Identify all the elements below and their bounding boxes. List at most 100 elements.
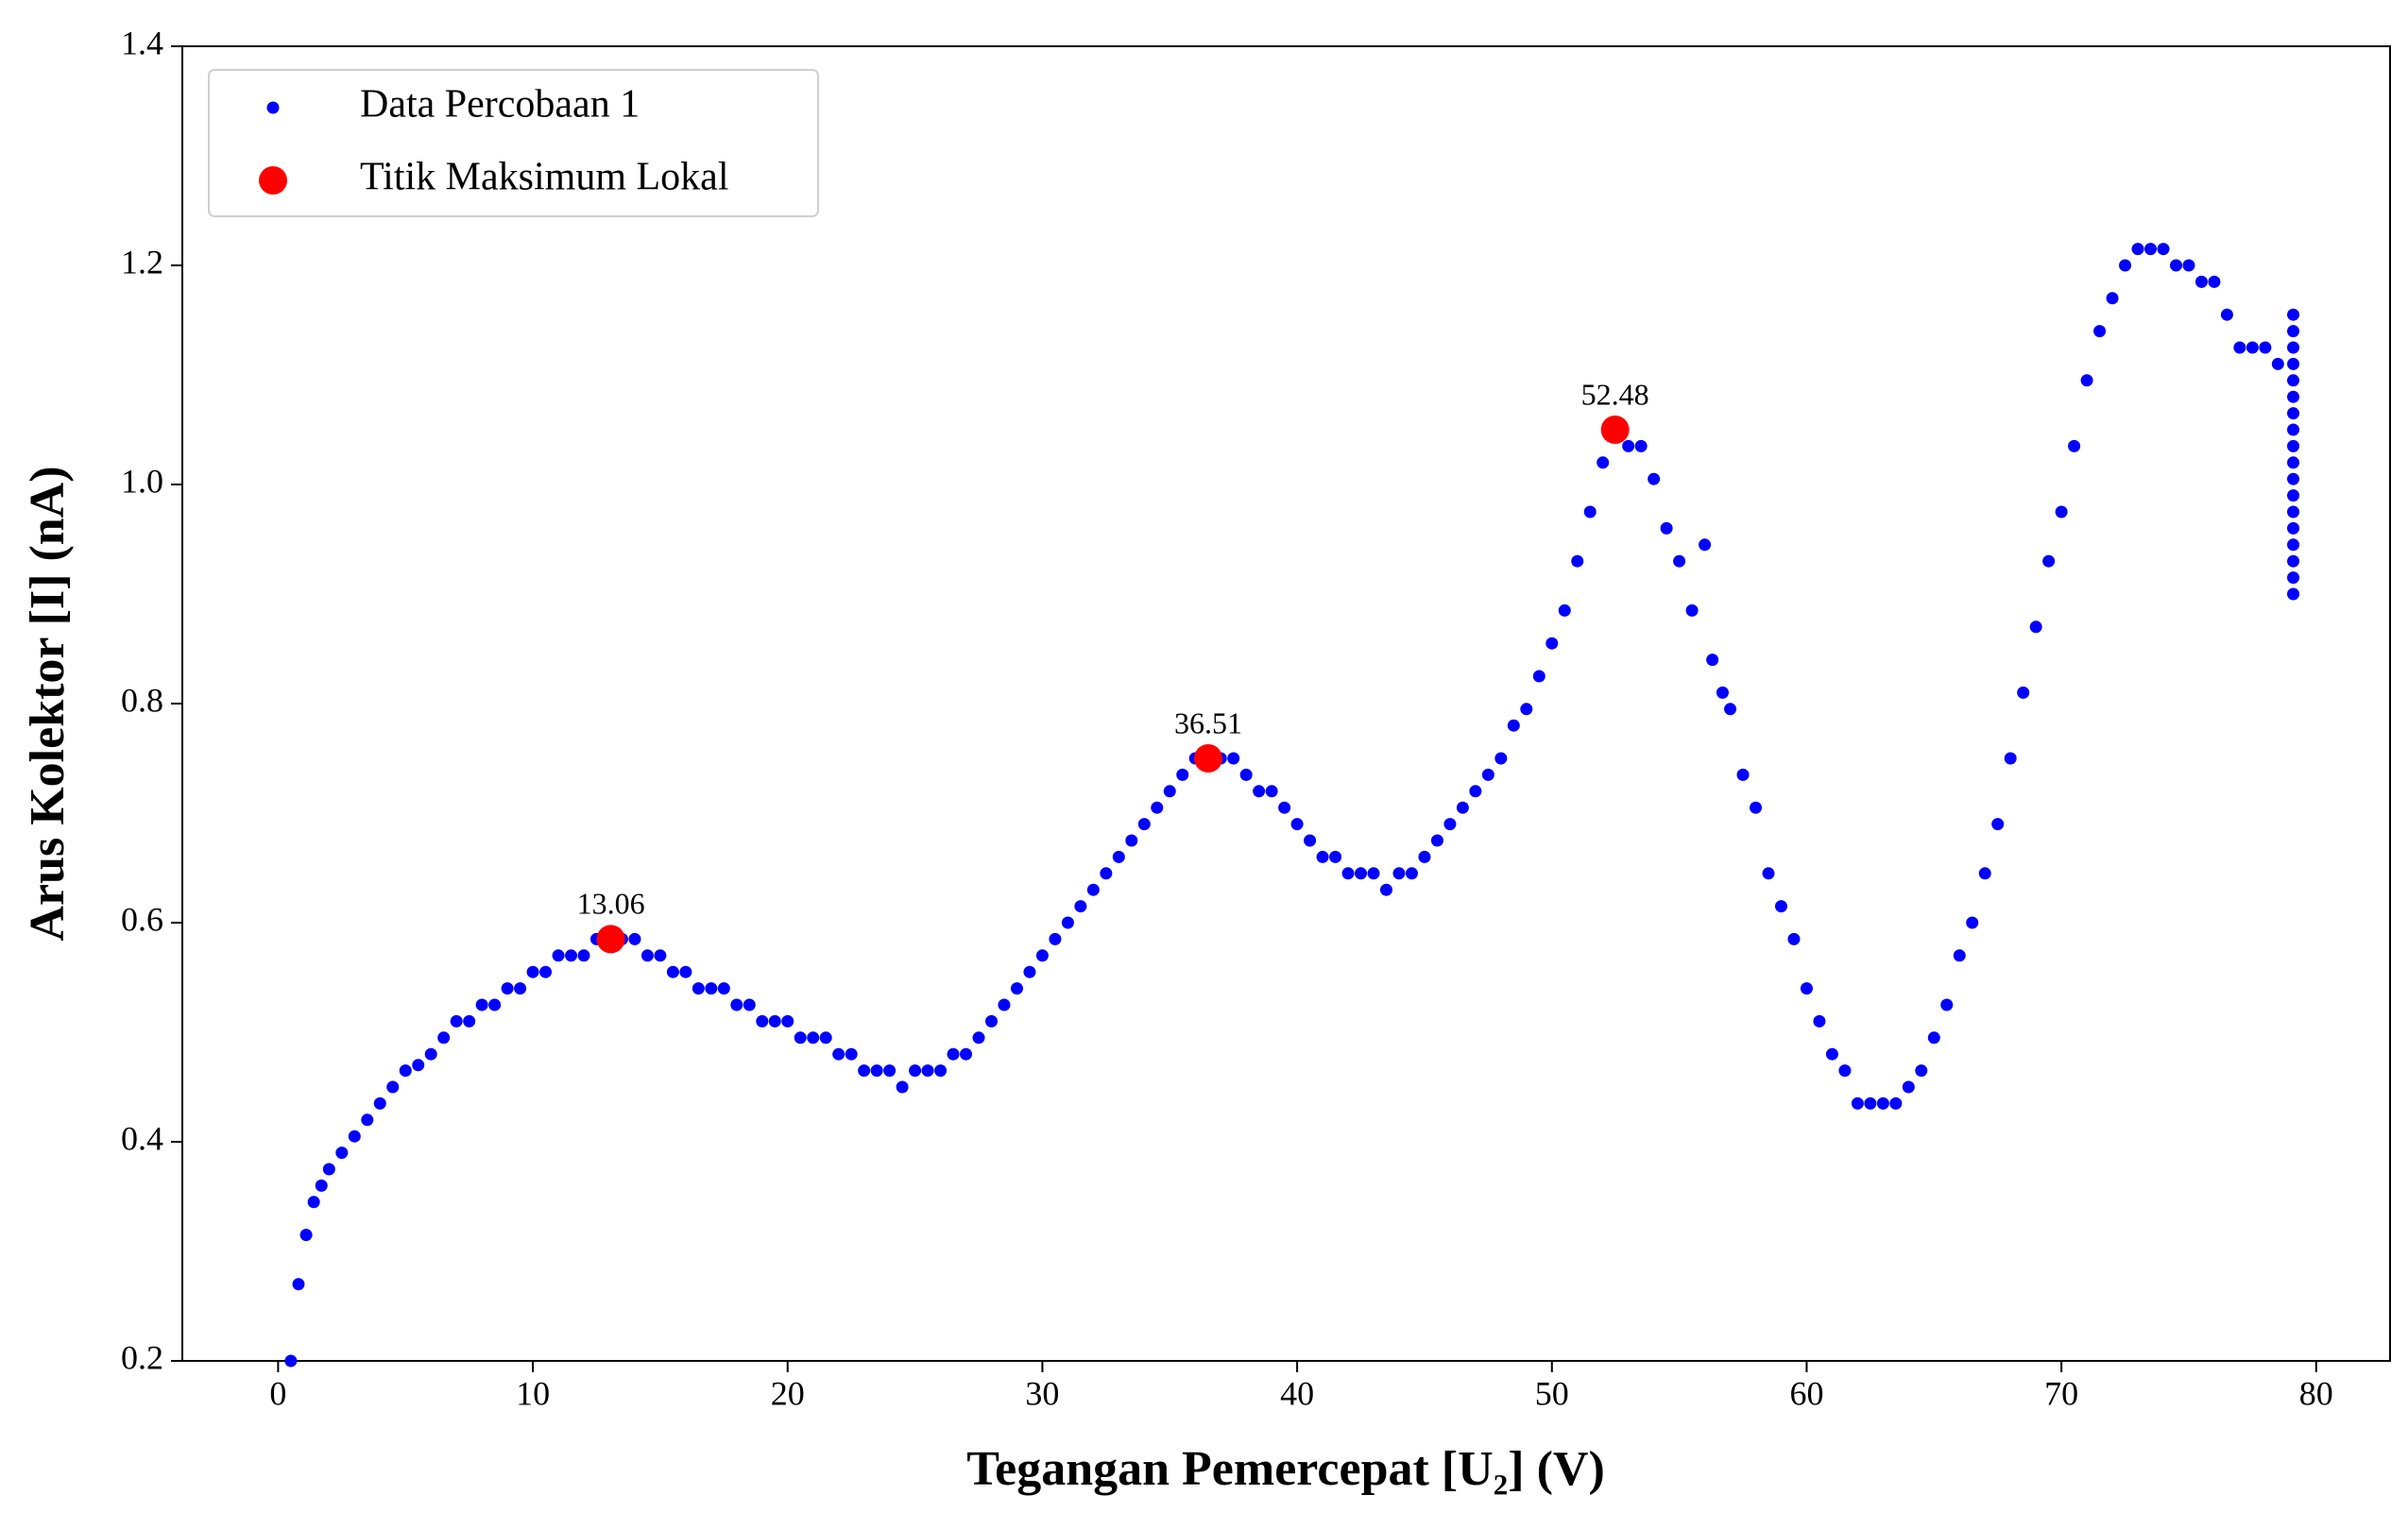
data-point xyxy=(2029,620,2042,634)
data-point xyxy=(2287,325,2300,338)
y-tick-label: 1.4 xyxy=(121,24,163,61)
data-point xyxy=(1290,818,1304,831)
data-point xyxy=(348,1130,361,1143)
data-point xyxy=(1864,1096,1877,1110)
data-point xyxy=(307,1196,320,1209)
data-point xyxy=(2287,357,2300,370)
data-point xyxy=(2287,374,2300,387)
data-point xyxy=(1838,1064,1852,1078)
data-point xyxy=(2131,243,2144,256)
data-point xyxy=(1762,867,1775,880)
data-point xyxy=(552,949,565,962)
data-point xyxy=(1673,554,1686,568)
y-tick-label: 0.6 xyxy=(121,900,163,938)
data-point xyxy=(896,1080,909,1094)
legend-marker xyxy=(259,166,287,195)
data-point xyxy=(1660,521,1673,535)
data-point xyxy=(1265,785,1278,798)
data-point xyxy=(2287,505,2300,518)
data-point xyxy=(1494,752,1508,765)
data-point xyxy=(399,1064,412,1078)
x-tick-label: 30 xyxy=(1025,1374,1059,1412)
data-point xyxy=(1532,670,1546,683)
data-point xyxy=(2287,521,2300,535)
data-point xyxy=(1876,1096,1889,1110)
data-point xyxy=(315,1179,328,1192)
data-point xyxy=(1253,785,1266,798)
data-point xyxy=(424,1047,437,1061)
data-point xyxy=(1151,801,1164,814)
data-point xyxy=(666,965,679,978)
data-point xyxy=(1061,916,1074,929)
data-point xyxy=(2287,390,2300,403)
data-point xyxy=(1813,1014,1826,1028)
data-point xyxy=(2195,275,2208,288)
data-point xyxy=(335,1147,349,1160)
data-point xyxy=(322,1163,335,1176)
data-point xyxy=(1278,801,1291,814)
data-point xyxy=(807,1031,820,1045)
y-tick-label: 0.8 xyxy=(121,681,163,719)
data-point xyxy=(1137,818,1151,831)
data-point xyxy=(1546,637,1559,650)
data-point xyxy=(2287,538,2300,552)
data-point xyxy=(292,1278,305,1291)
data-point xyxy=(2144,243,2158,256)
data-point xyxy=(1978,867,1991,880)
x-tick-label: 80 xyxy=(2299,1374,2333,1412)
data-point xyxy=(2287,587,2300,601)
data-point xyxy=(2287,439,2300,452)
data-point xyxy=(1456,801,1469,814)
data-point xyxy=(2287,472,2300,485)
data-point xyxy=(2055,505,2068,518)
data-point xyxy=(1341,867,1355,880)
data-point xyxy=(299,1229,313,1242)
data-point xyxy=(2169,259,2182,272)
data-point xyxy=(596,925,625,954)
data-point xyxy=(412,1059,425,1072)
data-point xyxy=(1316,850,1329,863)
data-point xyxy=(1724,703,1737,716)
data-point xyxy=(1481,768,1494,781)
data-point xyxy=(1392,867,1406,880)
data-point xyxy=(1176,768,1189,781)
x-tick-label: 60 xyxy=(1789,1374,1823,1412)
data-point xyxy=(1049,932,1062,945)
data-point xyxy=(2017,686,2030,699)
data-point xyxy=(705,982,718,995)
legend-label: Titik Maksimum Lokal xyxy=(360,156,729,199)
data-point xyxy=(2287,341,2300,354)
data-point xyxy=(870,1064,883,1078)
data-point xyxy=(845,1047,858,1061)
data-point xyxy=(756,1014,769,1028)
data-point xyxy=(794,1031,807,1045)
data-point xyxy=(1851,1096,1864,1110)
data-point xyxy=(2042,554,2056,568)
data-point xyxy=(1736,768,1750,781)
data-point xyxy=(768,1014,781,1028)
legend-label: Data Percobaan 1 xyxy=(360,83,640,127)
data-point xyxy=(1940,998,1954,1011)
data-point xyxy=(2246,341,2259,354)
data-point xyxy=(2271,357,2284,370)
data-point xyxy=(2106,292,2119,305)
data-point xyxy=(1622,439,1635,452)
legend-marker xyxy=(266,101,280,114)
data-point xyxy=(934,1064,948,1078)
data-point xyxy=(1367,867,1380,880)
data-point xyxy=(1010,982,1023,995)
data-point xyxy=(361,1113,374,1127)
y-axis-label: Arus Kolektor [I] (nA) xyxy=(21,466,75,941)
data-point xyxy=(1583,505,1597,518)
data-point xyxy=(1100,867,1113,880)
y-tick-label: 0.4 xyxy=(121,1119,163,1157)
point-annotation: 52.48 xyxy=(1581,377,1649,411)
data-point xyxy=(628,932,641,945)
data-point xyxy=(1991,818,2005,831)
data-point xyxy=(654,949,667,962)
data-point xyxy=(2287,456,2300,469)
data-point xyxy=(1800,982,1813,995)
data-point xyxy=(2004,752,2017,765)
data-point xyxy=(1915,1064,1928,1078)
